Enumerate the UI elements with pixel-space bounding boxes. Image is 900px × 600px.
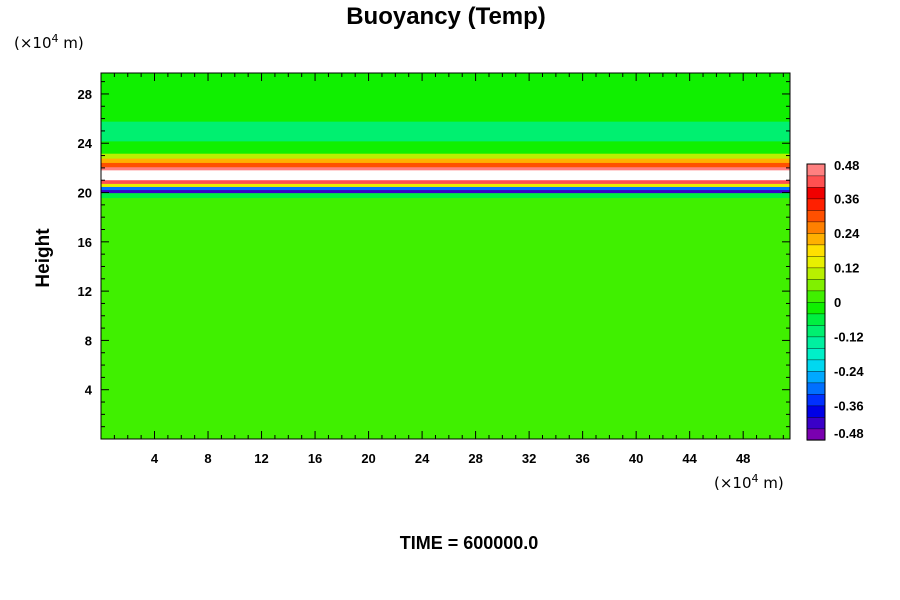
- colorbar-swatch: [806, 186, 826, 200]
- colorbar-swatch: [806, 359, 826, 372]
- colorbar-tick-label: 0.24: [834, 226, 860, 241]
- field-band-13: [101, 73, 790, 122]
- y-tick-label: 8: [85, 333, 92, 348]
- y-tick-label: 12: [78, 284, 92, 299]
- colorbar-tick-label: 0.36: [834, 192, 859, 207]
- x-tick-label: 36: [575, 451, 589, 466]
- field-band-10: [101, 153, 790, 159]
- field-band-8: [101, 162, 790, 168]
- y-unit-label: (×104 m): [14, 32, 84, 52]
- x-tick-label: 20: [361, 451, 375, 466]
- y-tick-label: 16: [78, 235, 92, 250]
- y-tick-label: 4: [85, 383, 93, 398]
- colorbar-swatch: [806, 290, 826, 303]
- x-tick-label: 40: [629, 451, 643, 466]
- colorbar-tick-label: -0.24: [834, 364, 864, 379]
- colorbar-tick-label: 0: [834, 295, 841, 310]
- colorbar-swatch: [806, 428, 826, 441]
- field-band-3: [101, 186, 790, 191]
- y-axis: 4 8 12 16 20 24 28: [78, 81, 790, 428]
- time-label: TIME = 600000.0: [400, 533, 539, 553]
- field-band-2: [101, 189, 790, 194]
- colorbar-tick-label: -0.12: [834, 330, 864, 345]
- colorbar-tick-label: -0.36: [834, 399, 864, 414]
- colorbar-swatch: [806, 301, 826, 315]
- colorbar-swatch: [806, 416, 826, 430]
- x-tick-label: 48: [736, 451, 750, 466]
- colorbar-swatch: [806, 347, 826, 361]
- colorbar-swatch: [806, 244, 826, 257]
- heatmap-field: [101, 73, 790, 439]
- colorbar-swatch: [806, 393, 826, 407]
- colorbar-swatch: [806, 175, 826, 188]
- field-band-0: [101, 197, 790, 439]
- field-band-6: [101, 169, 790, 181]
- colorbar-swatch: [806, 336, 826, 349]
- x-axis: 4 8 12 16 20 24 28 32 36 40 44 48: [113, 73, 784, 466]
- colorbar-swatch: [806, 221, 826, 234]
- x-tick-label: 28: [468, 451, 482, 466]
- y-axis-label: Height: [33, 228, 54, 288]
- field-band-12: [101, 121, 790, 142]
- field-band-1: [101, 192, 790, 199]
- field-band-11: [101, 140, 790, 154]
- y-tick-label: 24: [78, 136, 93, 151]
- colorbar-swatch: [806, 198, 826, 211]
- x-tick-label: 32: [522, 451, 536, 466]
- x-tick-label: 44: [682, 451, 697, 466]
- x-unit-label: (×104 m): [714, 472, 784, 492]
- x-tick-label: 24: [415, 451, 430, 466]
- colorbar-swatch: [806, 278, 826, 292]
- y-tick-label: 20: [78, 186, 92, 201]
- x-tick-label: 12: [254, 451, 268, 466]
- chart-title: Buoyancy (Temp): [346, 3, 546, 30]
- colorbar-swatch: [806, 232, 826, 246]
- colorbar-frame: [806, 163, 826, 441]
- colorbar-tick-label: 0.12: [834, 261, 859, 276]
- colorbar-swatch: [806, 324, 826, 338]
- field-band-5: [101, 179, 790, 184]
- colorbar: 0.48 0.36 0.24 0.12 0 -0.12 -0.24 -0.36 -0.48: [806, 158, 864, 441]
- colorbar-tick-label: -0.48: [834, 426, 864, 441]
- x-tick-label: 4: [151, 451, 159, 466]
- y-tick-label: 28: [78, 87, 92, 102]
- field-band-7: [101, 166, 790, 171]
- colorbar-swatch: [806, 382, 826, 395]
- colorbar-swatch: [806, 163, 826, 177]
- x-tick-label: 8: [204, 451, 211, 466]
- x-tick-label: 16: [308, 451, 322, 466]
- colorbar-swatch: [806, 209, 826, 223]
- field-band-4: [101, 183, 790, 187]
- colorbar-tick-label: 0.48: [834, 158, 859, 173]
- colorbar-swatch: [806, 370, 826, 384]
- colorbar-swatch: [806, 255, 826, 269]
- colorbar-swatch: [806, 267, 826, 280]
- plot-frame: [100, 72, 791, 440]
- colorbar-swatch: [806, 405, 826, 418]
- colorbar-swatch: [806, 313, 826, 326]
- field-band-9: [101, 158, 790, 163]
